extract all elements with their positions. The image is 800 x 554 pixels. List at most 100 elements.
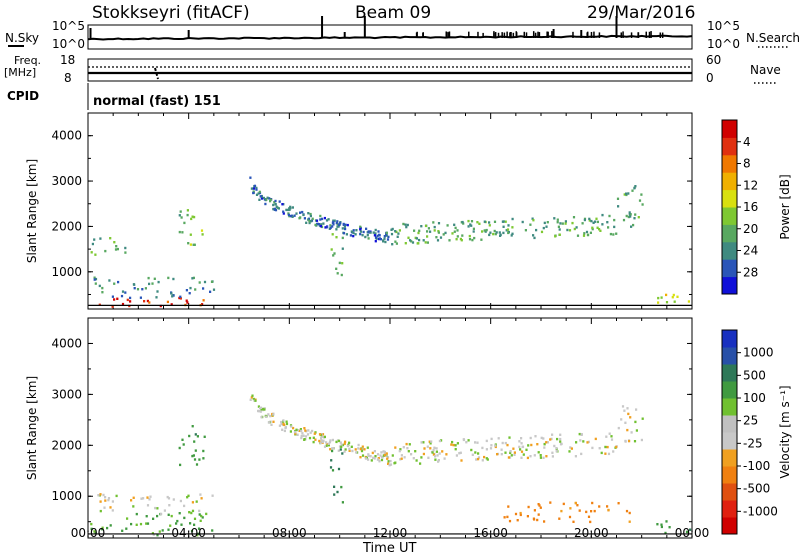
nave-label: Nave bbox=[750, 63, 781, 77]
data-cell bbox=[399, 448, 402, 451]
data-cell bbox=[383, 235, 386, 238]
data-cell bbox=[94, 531, 97, 535]
data-cell bbox=[193, 243, 196, 246]
nsearch-label: N.Search bbox=[746, 31, 800, 45]
data-cell bbox=[328, 441, 332, 444]
data-cell bbox=[196, 435, 199, 438]
data-cell bbox=[299, 428, 302, 431]
data-cell bbox=[367, 458, 370, 461]
data-cell bbox=[267, 413, 270, 416]
data-cell bbox=[391, 227, 394, 231]
data-cell bbox=[399, 458, 402, 461]
data-cell bbox=[585, 510, 588, 514]
data-cell bbox=[520, 450, 524, 453]
data-cell bbox=[574, 455, 577, 458]
power-panel: 1000 2000 3000 4000 Slant Range [km] bbox=[25, 112, 693, 310]
data-cell bbox=[423, 447, 426, 450]
data-cell bbox=[115, 494, 118, 498]
data-cell bbox=[261, 407, 264, 411]
panel-frame bbox=[87, 317, 693, 539]
data-cell bbox=[200, 497, 203, 500]
colorbar-swatch bbox=[722, 517, 737, 535]
data-cell bbox=[192, 454, 195, 457]
data-cell bbox=[305, 221, 308, 224]
data-cell bbox=[641, 417, 644, 420]
data-cell bbox=[373, 457, 376, 460]
data-cell bbox=[285, 420, 288, 423]
colorbar-swatch bbox=[722, 500, 737, 518]
data-cell bbox=[405, 225, 408, 229]
data-cell bbox=[664, 531, 667, 535]
data-cell bbox=[532, 219, 535, 222]
data-cell bbox=[152, 533, 155, 536]
data-cell bbox=[253, 184, 256, 188]
data-cell bbox=[352, 231, 355, 235]
nave-tick-low: 0 bbox=[706, 71, 714, 85]
data-cell bbox=[171, 295, 174, 298]
data-cells bbox=[90, 176, 690, 308]
data-cell bbox=[302, 434, 305, 437]
data-cell bbox=[424, 224, 428, 228]
data-cell bbox=[99, 500, 102, 503]
data-cell bbox=[387, 460, 390, 463]
data-cell bbox=[183, 221, 186, 225]
data-cell bbox=[385, 233, 388, 236]
colorbar-tick-label: 16 bbox=[743, 200, 758, 214]
data-cell bbox=[635, 408, 638, 411]
data-cell bbox=[332, 223, 335, 226]
data-cell bbox=[609, 232, 612, 236]
data-cell bbox=[332, 254, 335, 257]
data-cell bbox=[364, 457, 367, 460]
data-cell bbox=[551, 433, 554, 436]
data-cell bbox=[289, 430, 292, 433]
data-cell bbox=[270, 423, 273, 426]
data-cell bbox=[436, 239, 440, 242]
data-cell bbox=[202, 299, 205, 302]
data-cell bbox=[500, 453, 503, 456]
data-cell bbox=[604, 452, 607, 455]
data-cell bbox=[536, 443, 539, 446]
data-cell bbox=[598, 447, 601, 450]
data-cell bbox=[543, 221, 546, 225]
data-cell bbox=[380, 451, 383, 454]
data-cell bbox=[587, 440, 590, 444]
data-cell bbox=[410, 453, 413, 456]
data-cell bbox=[93, 276, 96, 279]
colorbar-swatch bbox=[722, 381, 737, 399]
data-cell bbox=[470, 224, 473, 227]
data-cell bbox=[182, 443, 185, 446]
data-cell bbox=[200, 514, 203, 518]
data-cell bbox=[534, 435, 537, 438]
data-cell bbox=[267, 421, 270, 424]
data-cell bbox=[258, 190, 261, 194]
data-cell bbox=[490, 437, 493, 441]
data-cell bbox=[448, 239, 451, 242]
data-cell bbox=[333, 219, 336, 222]
data-cell bbox=[558, 228, 561, 231]
data-cell bbox=[494, 444, 497, 447]
data-cell bbox=[549, 438, 552, 441]
data-cell bbox=[460, 459, 463, 462]
data-cell bbox=[437, 230, 440, 233]
data-cell bbox=[332, 447, 335, 450]
data-cell bbox=[629, 215, 632, 218]
data-cell bbox=[338, 261, 341, 265]
data-cell bbox=[628, 439, 631, 443]
data-cell bbox=[580, 433, 583, 436]
data-cell bbox=[593, 509, 596, 513]
data-cell bbox=[348, 447, 351, 451]
data-cell bbox=[316, 222, 319, 226]
data-cell bbox=[446, 224, 449, 227]
data-cell bbox=[465, 441, 468, 444]
data-cell bbox=[107, 498, 110, 502]
data-cell bbox=[540, 230, 544, 234]
data-cell bbox=[338, 445, 342, 448]
colorbar-swatch bbox=[722, 207, 737, 225]
data-cell bbox=[634, 185, 637, 188]
data-cell bbox=[185, 299, 188, 302]
data-cell bbox=[373, 234, 376, 237]
data-cell bbox=[426, 235, 429, 238]
data-cell bbox=[281, 203, 284, 206]
data-cell bbox=[529, 223, 532, 226]
data-cell bbox=[587, 515, 591, 518]
